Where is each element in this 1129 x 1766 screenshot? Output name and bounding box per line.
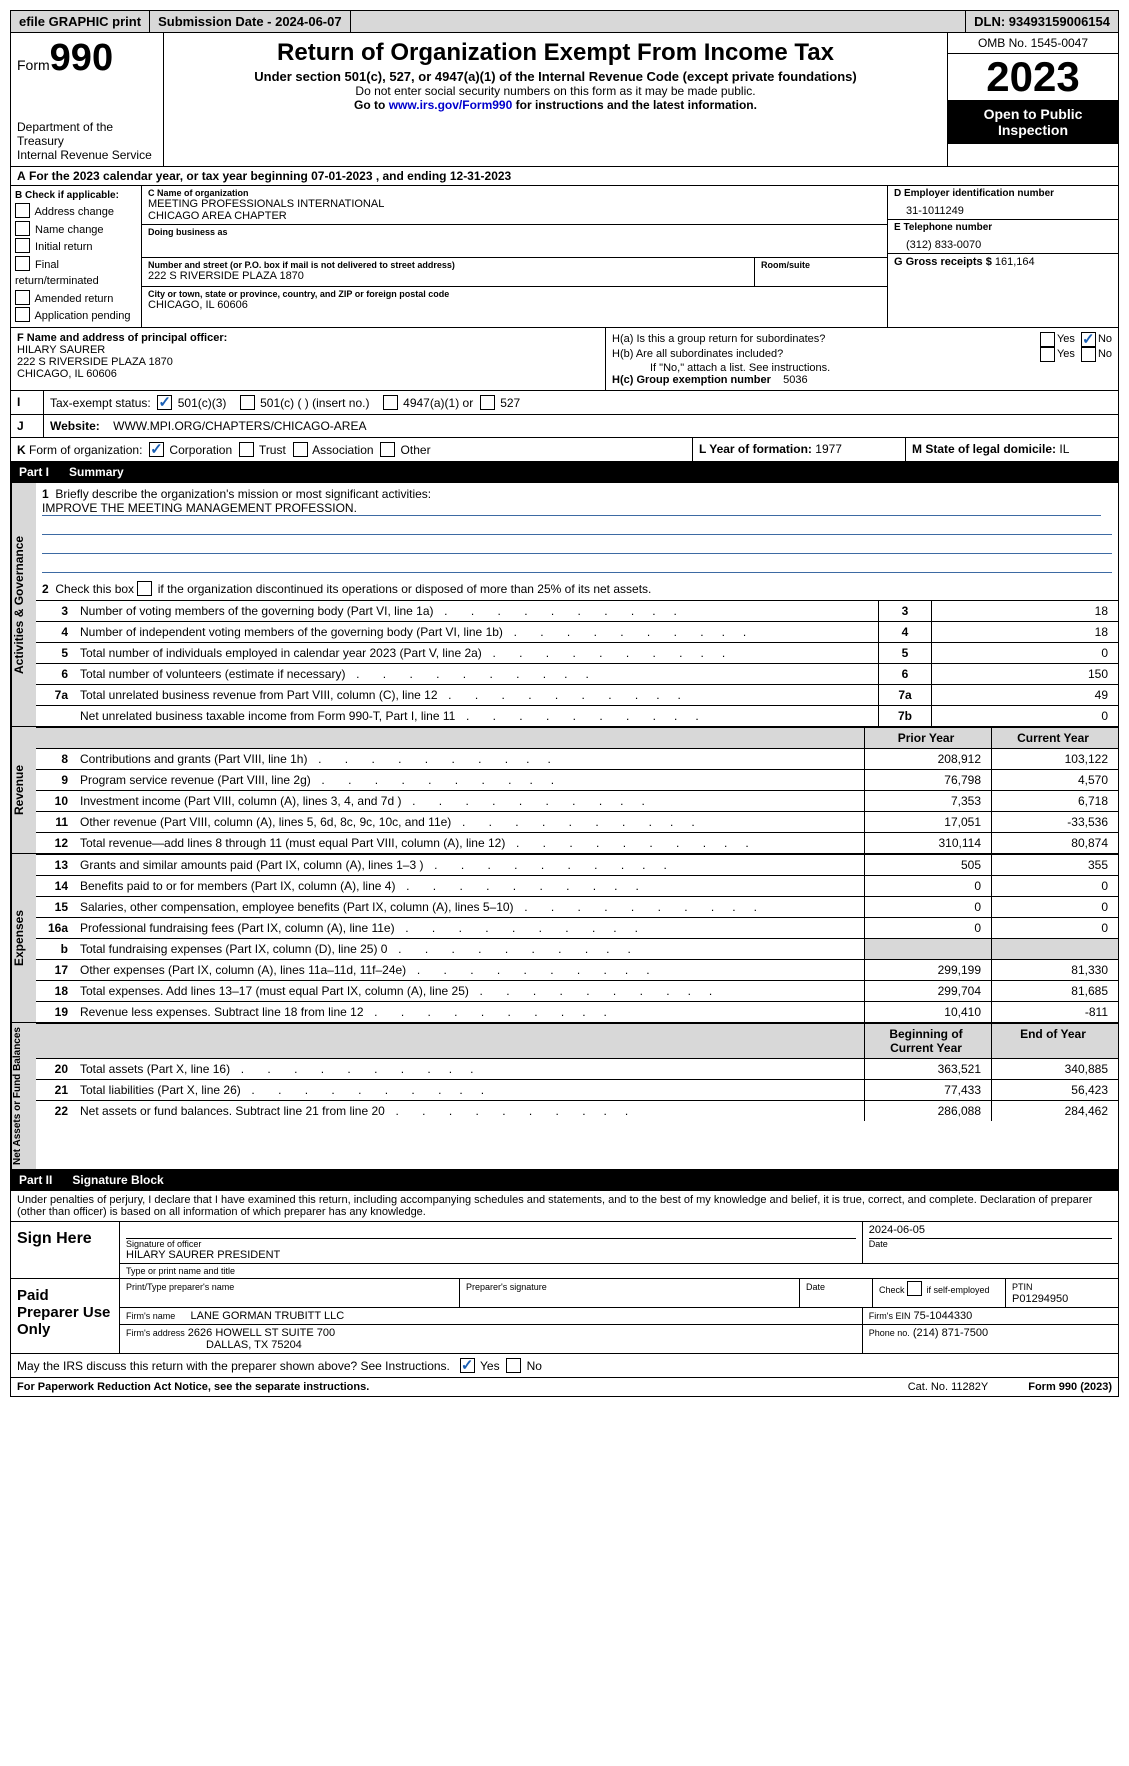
dept-irs: Internal Revenue Service <box>17 148 157 162</box>
k-opt-2-checkbox[interactable] <box>293 442 308 457</box>
k-opt-3-checkbox[interactable] <box>380 442 395 457</box>
b-opt-2-checkbox[interactable] <box>15 238 30 253</box>
discuss-row: May the IRS discuss this return with the… <box>10 1354 1119 1378</box>
side-netassets: Net Assets or Fund Balances <box>11 1023 36 1169</box>
part1-header: Part I Summary <box>10 462 1119 483</box>
firm-phone: (214) 871-7500 <box>913 1327 988 1339</box>
netassets-table: Beginning of Current YearEnd of Year20To… <box>36 1023 1118 1121</box>
sign-here-block: Sign Here Signature of officer HILARY SA… <box>10 1222 1119 1279</box>
website: WWW.MPI.ORG/CHAPTERS/CHICAGO-AREA <box>113 419 366 433</box>
goto-note: Go to www.irs.gov/Form990 for instructio… <box>174 98 937 112</box>
officer-addr: 222 S RIVERSIDE PLAZA 1870 <box>17 356 599 368</box>
efile-label: efile GRAPHIC print <box>11 11 150 32</box>
row-fh: F Name and address of principal officer:… <box>10 328 1119 391</box>
k-opt-0-checkbox[interactable] <box>149 442 164 457</box>
col-b: B Check if applicable: Address change Na… <box>11 186 142 327</box>
mission-text: IMPROVE THE MEETING MANAGEMENT PROFESSIO… <box>42 501 1101 516</box>
dept-treasury: Department of the Treasury <box>17 120 157 148</box>
ptin: P01294950 <box>1012 1293 1068 1305</box>
form-header: Form990 Department of the Treasury Inter… <box>10 33 1119 167</box>
form-title: Return of Organization Exempt From Incom… <box>174 39 937 67</box>
firm-ein: 75-1044330 <box>914 1310 973 1322</box>
governance-table: 3Number of voting members of the governi… <box>36 600 1118 726</box>
ha-no-checkbox[interactable] <box>1081 332 1096 347</box>
section-netassets: Net Assets or Fund Balances Beginning of… <box>10 1023 1119 1170</box>
4947-checkbox[interactable] <box>383 395 398 410</box>
group-exemption: 5036 <box>783 374 807 386</box>
paid-preparer-label: Paid Preparer Use Only <box>11 1279 120 1353</box>
submission-date: Submission Date - 2024-06-07 <box>150 11 351 32</box>
phone: (312) 833-0070 <box>894 233 1112 251</box>
year-formation: 1977 <box>815 442 842 456</box>
501c3-checkbox[interactable] <box>157 395 172 410</box>
b-opt-3-checkbox[interactable] <box>15 256 30 271</box>
col-c: C Name of organization MEETING PROFESSIO… <box>142 186 887 327</box>
open-public: Open to Public Inspection <box>948 100 1118 144</box>
firm-name: LANE GORMAN TRUBITT LLC <box>191 1310 345 1322</box>
row-i: I Tax-exempt status: 501(c)(3) 501(c) ( … <box>10 391 1119 415</box>
hb-yes-checkbox[interactable] <box>1040 347 1055 362</box>
page-footer: For Paperwork Reduction Act Notice, see … <box>10 1378 1119 1397</box>
discuss-yes-checkbox[interactable] <box>460 1358 475 1373</box>
form-subtitle: Under section 501(c), 527, or 4947(a)(1)… <box>174 69 937 84</box>
firm-addr2: DALLAS, TX 75204 <box>126 1339 302 1351</box>
line-a: A For the 2023 calendar year, or tax yea… <box>10 167 1119 186</box>
ein: 31-1011249 <box>894 199 1112 217</box>
tax-year: 2023 <box>948 54 1118 100</box>
expenses-table: 13Grants and similar amounts paid (Part … <box>36 854 1118 1022</box>
declaration: Under penalties of perjury, I declare th… <box>10 1191 1119 1222</box>
form-no: Form 990 (2023) <box>1028 1381 1112 1393</box>
part2-header: Part II Signature Block <box>10 1170 1119 1191</box>
officer-city: CHICAGO, IL 60606 <box>17 368 599 380</box>
self-employed-checkbox[interactable] <box>907 1281 922 1296</box>
row-klm: K Form of organization: Corporation Trus… <box>10 438 1119 462</box>
section-revenue: Revenue Prior YearCurrent Year8Contribut… <box>10 727 1119 854</box>
org-name2: CHICAGO AREA CHAPTER <box>148 210 881 222</box>
irs-link[interactable]: www.irs.gov/Form990 <box>389 98 513 112</box>
firm-addr1: 2626 HOWELL ST SUITE 700 <box>188 1327 335 1339</box>
b-opt-4-checkbox[interactable] <box>15 290 30 305</box>
org-name1: MEETING PROFESSIONALS INTERNATIONAL <box>148 198 881 210</box>
ssn-note: Do not enter social security numbers on … <box>174 84 937 98</box>
discontinued-checkbox[interactable] <box>137 581 152 596</box>
row-j: J Website: WWW.MPI.ORG/CHAPTERS/CHICAGO-… <box>10 415 1119 438</box>
section-governance: Activities & Governance 1 Briefly descri… <box>10 483 1119 727</box>
state-domicile: IL <box>1059 442 1069 456</box>
side-revenue: Revenue <box>11 727 36 853</box>
revenue-table: Prior YearCurrent Year8Contributions and… <box>36 727 1118 853</box>
sig-date: 2024-06-05 <box>869 1224 1112 1239</box>
side-governance: Activities & Governance <box>11 483 36 726</box>
form-number: Form990 <box>17 37 157 80</box>
gross-receipts: 161,164 <box>995 256 1035 268</box>
street-address: 222 S RIVERSIDE PLAZA 1870 <box>148 270 748 282</box>
k-opt-1-checkbox[interactable] <box>239 442 254 457</box>
cat-no: Cat. No. 11282Y <box>908 1381 989 1393</box>
header-block: B Check if applicable: Address change Na… <box>10 186 1119 328</box>
paid-preparer-block: Paid Preparer Use Only Print/Type prepar… <box>10 1279 1119 1354</box>
side-expenses: Expenses <box>11 854 36 1022</box>
section-expenses: Expenses 13Grants and similar amounts pa… <box>10 854 1119 1023</box>
dln: DLN: 93493159006154 <box>965 11 1118 32</box>
501c-checkbox[interactable] <box>240 395 255 410</box>
sign-here-label: Sign Here <box>11 1222 120 1278</box>
officer-signature-name: HILARY SAURER PRESIDENT <box>126 1249 856 1261</box>
hb-no-checkbox[interactable] <box>1081 347 1096 362</box>
b-opt-0-checkbox[interactable] <box>15 203 30 218</box>
b-opt-5-checkbox[interactable] <box>15 307 30 322</box>
b-opt-1-checkbox[interactable] <box>15 221 30 236</box>
col-degh: D Employer identification number 31-1011… <box>887 186 1118 327</box>
officer-name: HILARY SAURER <box>17 344 599 356</box>
pra-notice: For Paperwork Reduction Act Notice, see … <box>17 1381 369 1393</box>
ha-yes-checkbox[interactable] <box>1040 332 1055 347</box>
discuss-no-checkbox[interactable] <box>506 1358 521 1373</box>
top-bar: efile GRAPHIC print Submission Date - 20… <box>10 10 1119 33</box>
527-checkbox[interactable] <box>480 395 495 410</box>
city-address: CHICAGO, IL 60606 <box>148 299 881 311</box>
omb-number: OMB No. 1545-0047 <box>948 33 1118 54</box>
